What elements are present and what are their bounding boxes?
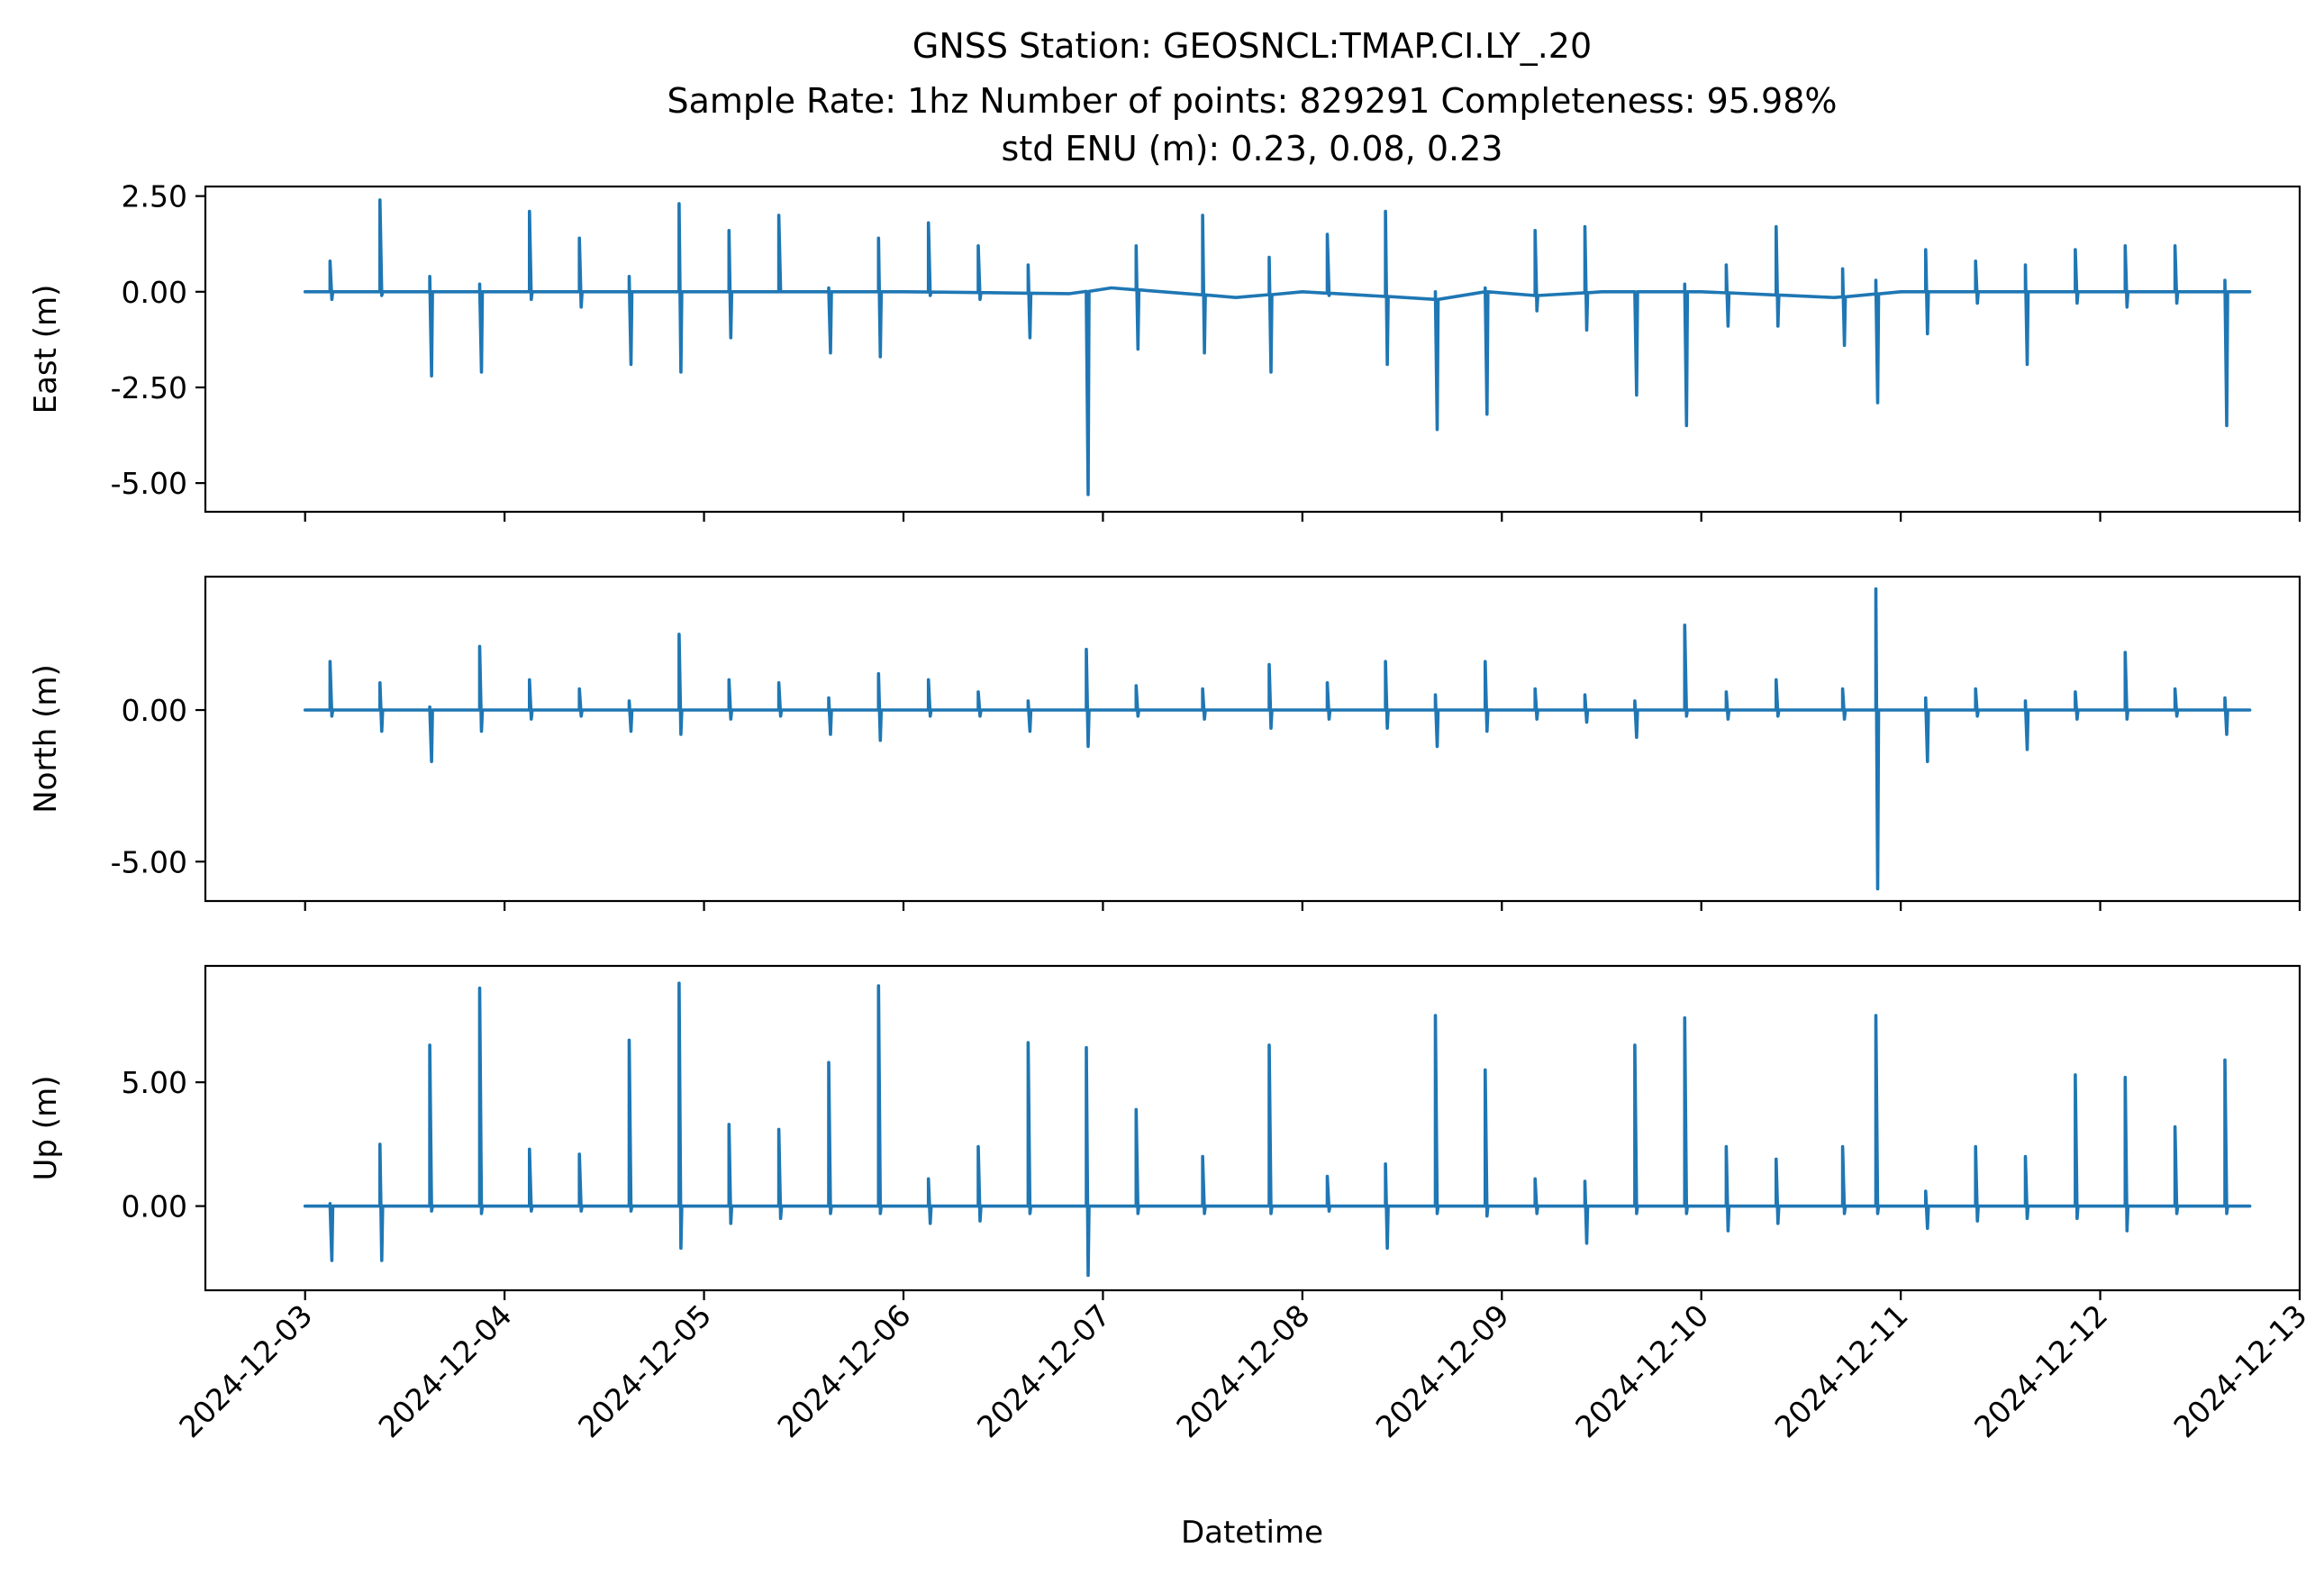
x-tick-label-8: 2024-12-11: [1768, 1297, 1915, 1444]
series-line-2: [303, 981, 2252, 1278]
title-line-3: std ENU (m): 0.23, 0.08, 0.23: [1002, 129, 1503, 168]
y-axis-label-1: North (m): [28, 664, 64, 814]
plot-frame-2: [204, 964, 2301, 1292]
y-tick-label-1-1: -5.00: [111, 844, 187, 879]
plot-frame-1: [204, 575, 2301, 903]
x-axis-label: Datetime: [1181, 1515, 1323, 1551]
y-tick-label-0-1: 0.00: [122, 275, 187, 310]
x-tick-label-10: 2024-12-13: [2166, 1297, 2313, 1444]
subplot-0: 2.50 0.00 -2.50 -5.00 East (m): [28, 179, 2301, 522]
y-tick-label-2-0: 5.00: [122, 1065, 187, 1100]
x-tick-label-7: 2024-12-10: [1568, 1297, 1715, 1444]
x-tick-label-0: 2024-12-03: [172, 1297, 319, 1444]
series-line-0: [303, 198, 2252, 496]
x-tick-label-3: 2024-12-06: [770, 1297, 917, 1444]
y-tick-label-0-2: -2.50: [111, 370, 187, 405]
subplot-1: 0.00 -5.00 North (m): [28, 575, 2301, 911]
x-tick-label-2: 2024-12-05: [571, 1297, 718, 1444]
y-axis-label-0: East (m): [28, 285, 64, 414]
series-line-1: [303, 587, 2252, 891]
y-tick-label-0-3: -5.00: [111, 466, 187, 501]
y-tick-label-1-0: 0.00: [122, 693, 187, 728]
plot-frame-0: [204, 185, 2301, 514]
y-axis-label-2: Up (m): [28, 1076, 64, 1181]
x-tick-label-4: 2024-12-07: [970, 1297, 1117, 1444]
y-tick-label-2-1: 0.00: [122, 1189, 187, 1224]
subplot-2: 5.00 0.00 Up (m) 2024-12-03 2024-12-04 2024-1…: [28, 964, 2314, 1444]
title-line-2: Sample Rate: 1hz Number of points: 82929…: [667, 81, 1838, 121]
title-line-1: GNSS Station: GEOSNCL:TMAP.CI.LY_.20: [912, 26, 1592, 66]
y-tick-label-0-0: 2.50: [122, 179, 187, 214]
x-tick-label-9: 2024-12-12: [1967, 1297, 2114, 1444]
x-tick-label-1: 2024-12-04: [372, 1297, 519, 1444]
figure-title: GNSS Station: GEOSNCL:TMAP.CI.LY_.20 Sam…: [667, 26, 1838, 168]
x-tick-label-5: 2024-12-08: [1169, 1297, 1316, 1444]
x-tick-label-6: 2024-12-09: [1369, 1297, 1516, 1444]
subplot-panels: 2.50 0.00 -2.50 -5.00 East (m) 0.00 -5.00 North…: [28, 179, 2314, 1445]
